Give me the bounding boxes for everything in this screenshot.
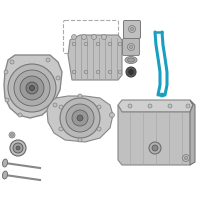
Circle shape <box>97 127 101 131</box>
Circle shape <box>102 34 106 40</box>
Circle shape <box>20 76 44 100</box>
Circle shape <box>108 42 112 46</box>
Circle shape <box>128 44 134 50</box>
Circle shape <box>84 70 88 74</box>
Circle shape <box>72 110 88 126</box>
Polygon shape <box>118 105 193 165</box>
Ellipse shape <box>125 56 137 64</box>
Circle shape <box>152 145 158 151</box>
Ellipse shape <box>2 159 8 167</box>
Circle shape <box>26 82 38 94</box>
Circle shape <box>78 94 82 98</box>
Circle shape <box>5 98 9 102</box>
Circle shape <box>128 104 132 108</box>
Circle shape <box>184 156 188 160</box>
Circle shape <box>66 104 94 132</box>
Circle shape <box>46 58 50 62</box>
Circle shape <box>30 86 35 90</box>
Polygon shape <box>190 100 195 165</box>
Circle shape <box>84 42 88 46</box>
Polygon shape <box>4 55 62 118</box>
Circle shape <box>77 115 83 121</box>
Circle shape <box>8 64 56 112</box>
Circle shape <box>97 105 101 109</box>
Circle shape <box>96 42 100 46</box>
Circle shape <box>18 113 22 117</box>
Circle shape <box>168 104 172 108</box>
Circle shape <box>9 132 15 138</box>
Circle shape <box>14 70 50 106</box>
Ellipse shape <box>128 58 134 62</box>
Circle shape <box>56 76 60 80</box>
Circle shape <box>182 154 190 162</box>
Circle shape <box>130 27 134 31</box>
Circle shape <box>148 104 152 108</box>
Circle shape <box>149 142 161 154</box>
Circle shape <box>92 34 96 40</box>
Circle shape <box>78 138 82 142</box>
Circle shape <box>16 146 20 150</box>
Circle shape <box>126 67 136 77</box>
Circle shape <box>108 70 112 74</box>
Circle shape <box>72 42 76 46</box>
Ellipse shape <box>2 171 8 179</box>
Polygon shape <box>118 100 193 112</box>
FancyBboxPatch shape <box>122 38 140 55</box>
Circle shape <box>59 127 63 131</box>
Circle shape <box>53 103 57 107</box>
Circle shape <box>4 70 8 74</box>
Circle shape <box>110 112 114 117</box>
Ellipse shape <box>159 93 165 97</box>
Circle shape <box>96 70 100 74</box>
Circle shape <box>128 70 134 74</box>
Circle shape <box>118 70 122 74</box>
Circle shape <box>60 98 100 138</box>
Circle shape <box>72 34 76 40</box>
Circle shape <box>186 104 190 108</box>
Circle shape <box>128 25 136 32</box>
FancyBboxPatch shape <box>124 21 140 38</box>
Circle shape <box>82 34 86 40</box>
Circle shape <box>10 140 26 156</box>
Circle shape <box>72 70 76 74</box>
Circle shape <box>59 105 63 109</box>
Circle shape <box>10 60 14 64</box>
Circle shape <box>13 143 23 153</box>
Circle shape <box>129 45 133 49</box>
Polygon shape <box>68 35 122 80</box>
Circle shape <box>118 42 122 46</box>
Circle shape <box>11 134 13 136</box>
Polygon shape <box>47 96 113 142</box>
